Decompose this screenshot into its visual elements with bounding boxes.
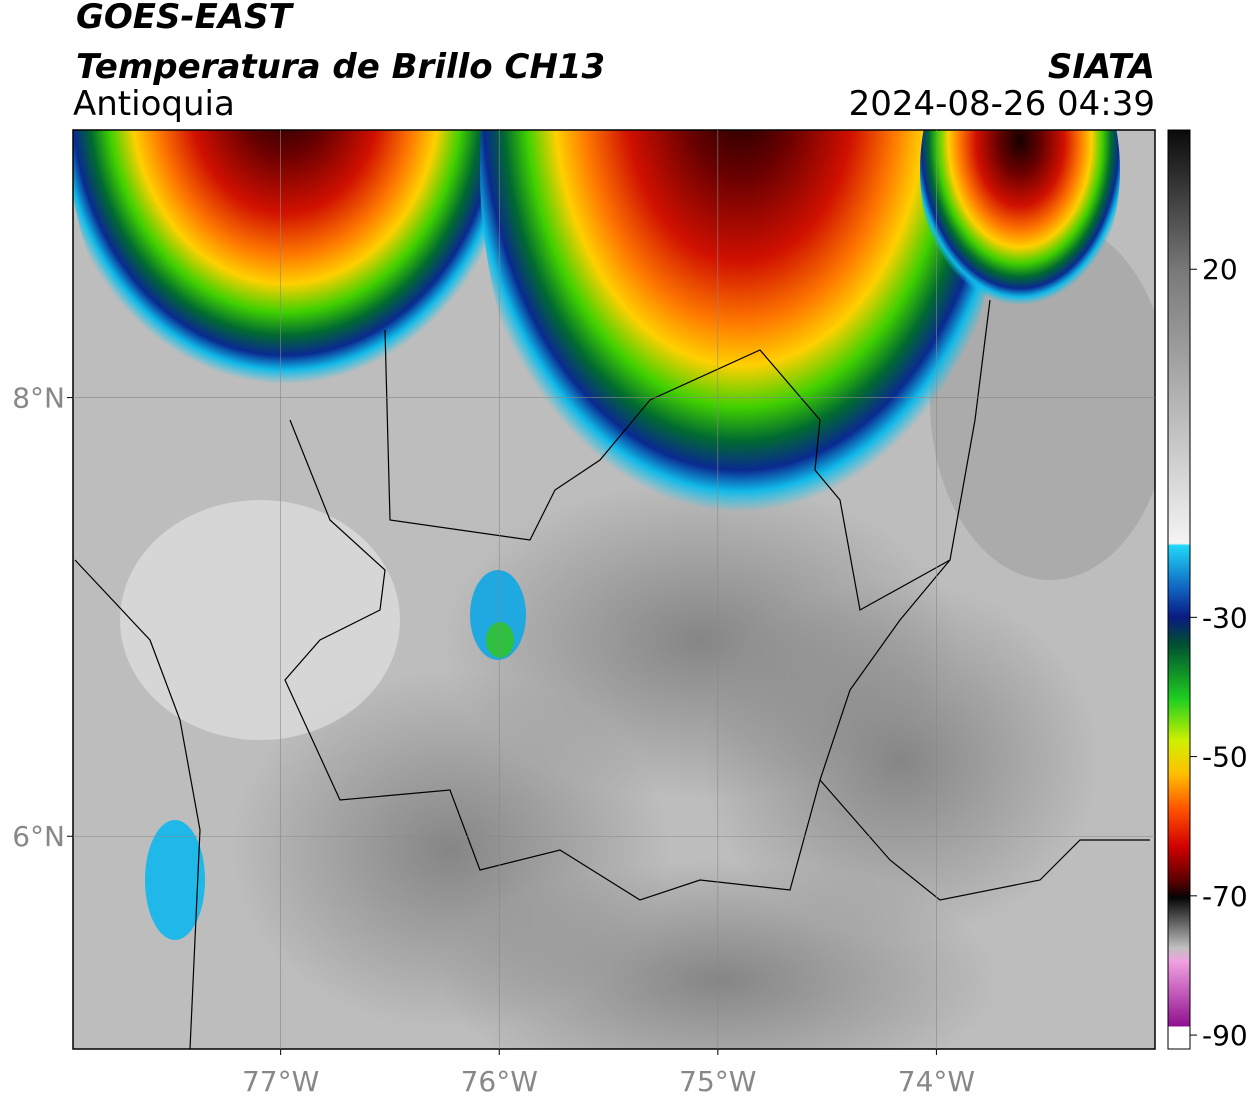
colorbar-tick-label: -30: [1202, 601, 1248, 634]
title: GOES-EAST: [76, 0, 295, 37]
cloud: [440, 860, 1000, 1049]
storm: [145, 820, 205, 940]
x-tick-label: 74°W: [898, 1065, 975, 1098]
colorbar-tick-label: -50: [1202, 741, 1248, 774]
map-imagery: [73, 130, 1155, 1049]
x-tick-label: 77°W: [242, 1065, 319, 1098]
x-tick-label: 75°W: [679, 1065, 756, 1098]
cloud: [700, 580, 1100, 940]
storm: [920, 130, 1120, 320]
colorbar-tick-label: 20: [1202, 253, 1238, 286]
region: Antioquia: [73, 84, 235, 124]
colorbar-tick-label: -90: [1202, 1019, 1248, 1052]
y-tick-label: 8°N: [12, 382, 65, 415]
map-frame: [72, 129, 1156, 1050]
border: [284, 419, 951, 901]
y-tick-label: 6°N: [12, 820, 65, 853]
source: SIATA: [1048, 47, 1155, 87]
storm: [73, 130, 500, 410]
border: [384, 299, 991, 611]
cloud: [120, 500, 400, 740]
subtitle: Temperatura de Brillo CH13: [76, 47, 605, 87]
datetime: 2024-08-26 04:39: [849, 84, 1155, 124]
colorbar-tick-label: -70: [1202, 880, 1248, 913]
colorbar: [1167, 129, 1191, 1050]
storm: [486, 622, 514, 658]
storm: [480, 130, 1000, 550]
x-tick-label: 76°W: [461, 1065, 538, 1098]
border: [74, 559, 201, 1049]
border: [819, 779, 1150, 901]
